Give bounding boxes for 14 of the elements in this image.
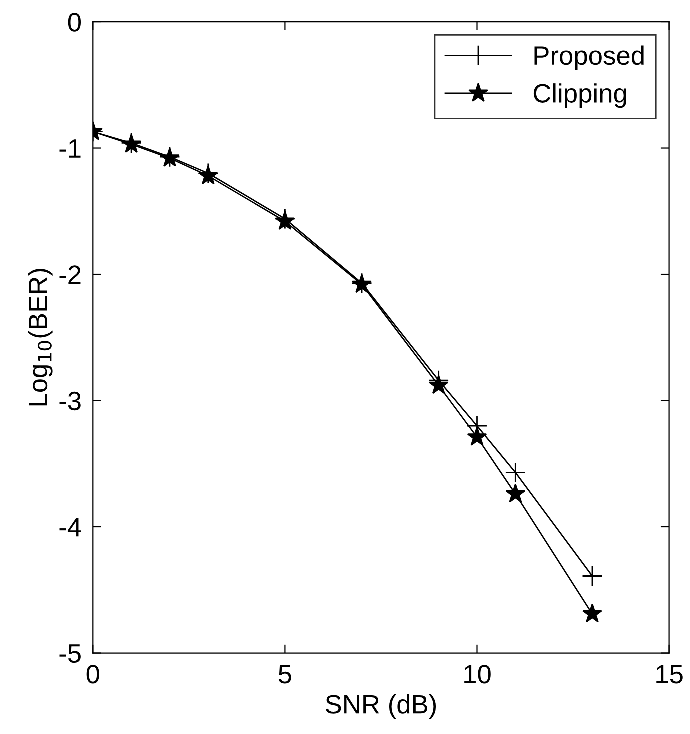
y-tick-label: -2 [60, 266, 81, 284]
legend-label: Clipping [534, 84, 626, 108]
legend-label: Proposed [534, 46, 644, 70]
x-tick-label: 5 [278, 665, 292, 684]
x-axis-title: SNR (dB) [326, 694, 436, 720]
y-tick-label: -4 [60, 518, 82, 537]
y-tick-label: -3 [60, 392, 81, 411]
x-tick-label: 15 [656, 665, 683, 684]
y-tick-label: -5 [60, 644, 81, 664]
y-axis-title: Log$_{10}$(BER) [28, 269, 53, 406]
y-tick-label: 0 [68, 13, 82, 32]
x-tick-label: 10 [464, 665, 491, 684]
y-tick-label: -1 [60, 140, 81, 158]
x-tick-label: 0 [86, 665, 100, 684]
